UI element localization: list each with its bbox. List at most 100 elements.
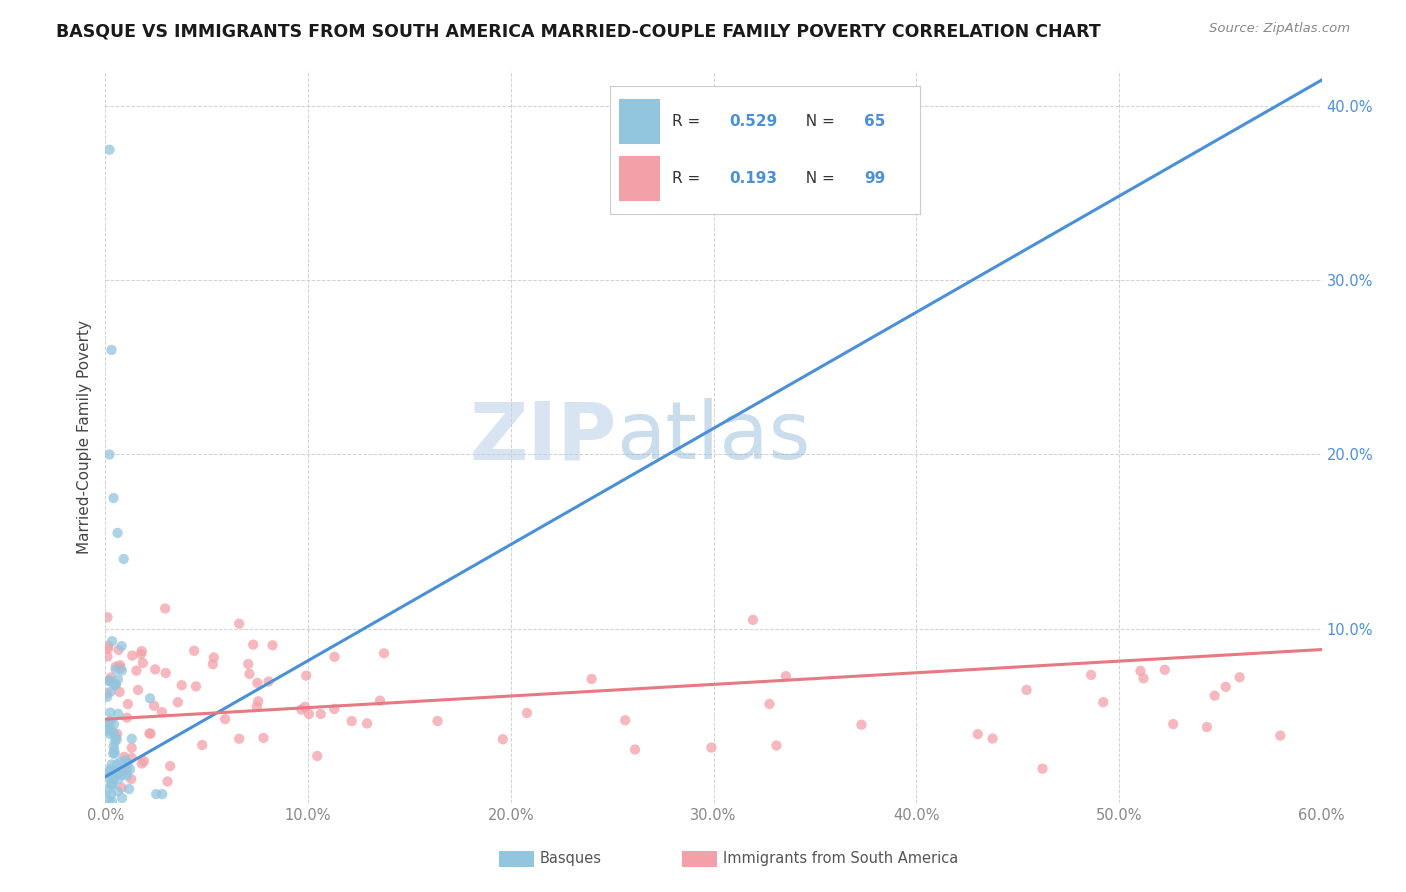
Point	[127, 682, 149, 697]
Point	[121, 731, 143, 746]
Point	[581, 672, 603, 686]
Point	[101, 776, 124, 790]
Point	[100, 671, 122, 685]
Point	[111, 639, 134, 653]
Point	[110, 661, 132, 675]
Point	[107, 772, 129, 787]
Point	[104, 663, 127, 677]
Point	[1031, 762, 1053, 776]
Point	[202, 650, 225, 665]
Point	[145, 787, 167, 801]
Point	[257, 674, 280, 689]
Point	[159, 759, 181, 773]
Point	[1080, 668, 1102, 682]
Point	[96, 686, 118, 700]
Point	[201, 657, 224, 672]
Point	[170, 678, 193, 692]
Point	[111, 791, 134, 805]
Point	[98, 718, 121, 732]
Point	[131, 644, 153, 658]
Point	[214, 712, 236, 726]
Point	[110, 755, 132, 769]
Point	[238, 666, 260, 681]
Point	[125, 664, 148, 678]
Point	[98, 673, 121, 688]
Point	[323, 702, 346, 716]
Point	[107, 643, 129, 657]
Point	[262, 638, 284, 652]
Point	[103, 739, 125, 754]
Text: Source: ZipAtlas.com: Source: ZipAtlas.com	[1209, 22, 1350, 36]
Point	[107, 706, 129, 721]
Point	[1153, 663, 1175, 677]
Point	[1195, 720, 1218, 734]
Point	[101, 777, 124, 791]
Point	[118, 762, 141, 776]
Point	[118, 782, 141, 797]
Point	[156, 774, 179, 789]
Point	[100, 343, 122, 357]
Point	[115, 764, 138, 778]
Point	[150, 787, 173, 801]
Point	[104, 659, 127, 673]
Point	[111, 664, 134, 678]
Point	[105, 732, 128, 747]
Point	[132, 656, 155, 670]
Point	[129, 647, 152, 661]
Point	[1092, 695, 1115, 709]
Point	[97, 723, 120, 738]
Point	[111, 768, 134, 782]
Point	[121, 751, 143, 765]
Point	[247, 694, 270, 708]
Point	[121, 648, 143, 663]
Point	[100, 684, 122, 698]
Point	[107, 525, 129, 540]
Point	[96, 690, 118, 704]
Point	[103, 772, 125, 786]
Point	[228, 731, 250, 746]
Point	[614, 713, 637, 727]
Text: ZIP: ZIP	[470, 398, 616, 476]
Point	[228, 616, 250, 631]
Text: Immigrants from South America: Immigrants from South America	[723, 852, 957, 866]
Point	[114, 753, 136, 767]
Point	[294, 700, 316, 714]
Point	[101, 634, 124, 648]
Point	[100, 757, 122, 772]
Point	[1129, 664, 1152, 678]
Point	[121, 740, 143, 755]
Point	[184, 680, 207, 694]
Point	[516, 706, 538, 720]
Point	[98, 727, 121, 741]
Point	[96, 770, 118, 784]
Point	[138, 726, 160, 740]
Point	[1215, 680, 1237, 694]
Y-axis label: Married-Couple Family Poverty: Married-Couple Family Poverty	[77, 320, 93, 554]
Point	[100, 723, 122, 738]
Point	[108, 658, 131, 673]
Point	[246, 676, 269, 690]
Point	[111, 780, 134, 795]
Point	[104, 677, 127, 691]
Point	[242, 638, 264, 652]
Point	[166, 695, 188, 709]
Point	[98, 673, 121, 688]
Point	[155, 665, 177, 680]
Text: Basques: Basques	[540, 852, 602, 866]
Point	[100, 777, 122, 791]
Point	[1161, 717, 1184, 731]
Point	[97, 639, 120, 653]
Point	[104, 678, 127, 692]
Text: BASQUE VS IMMIGRANTS FROM SOUTH AMERICA MARRIED-COUPLE FAMILY POVERTY CORRELATIO: BASQUE VS IMMIGRANTS FROM SOUTH AMERICA …	[56, 22, 1101, 40]
Point	[373, 646, 395, 660]
Point	[117, 768, 139, 782]
Point	[117, 756, 139, 771]
Point	[252, 731, 274, 745]
Point	[107, 784, 129, 798]
Point	[103, 726, 125, 740]
Point	[100, 778, 122, 792]
Point	[120, 772, 142, 786]
Point	[246, 699, 269, 714]
Point	[1270, 729, 1292, 743]
Point	[700, 740, 723, 755]
